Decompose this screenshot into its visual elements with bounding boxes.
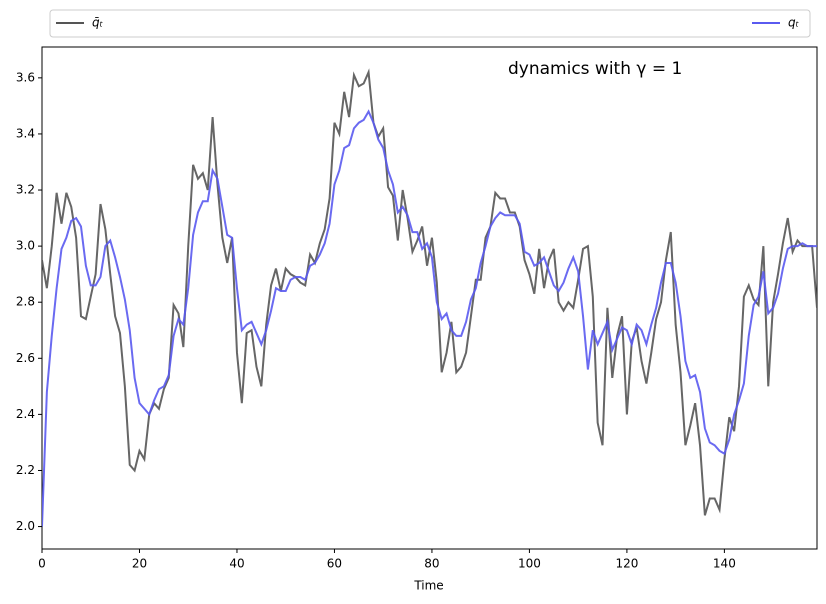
x-tick-label: 40: [229, 557, 244, 571]
x-tick-label: 0: [38, 557, 46, 571]
x-tick-label: 120: [615, 557, 638, 571]
x-tick-label: 60: [327, 557, 342, 571]
x-tick-label: 80: [424, 557, 439, 571]
series-line: [42, 68, 817, 516]
annotation: dynamics with γ = 1: [508, 59, 682, 79]
y-tick-label: 3.2: [16, 183, 35, 197]
x-tick-label: 140: [713, 557, 736, 571]
y-tick-label: 2.4: [16, 407, 35, 421]
y-tick-label: 3.4: [16, 126, 35, 140]
x-tick-label: 100: [518, 557, 541, 571]
legend-label: q̄ₜ: [92, 16, 104, 30]
y-tick-label: 2.0: [16, 519, 35, 533]
y-tick-label: 2.8: [16, 295, 35, 309]
x-tick-label: 20: [132, 557, 147, 571]
legend-label: qₜ: [788, 16, 800, 30]
y-tick-label: 2.2: [16, 463, 35, 477]
y-tick-label: 2.6: [16, 351, 35, 365]
x-axis-label: Time: [413, 579, 443, 593]
plot-frame: [41, 46, 818, 550]
y-tick-label: 3.6: [16, 70, 35, 84]
legend-box: [49, 9, 811, 38]
series-line: [42, 109, 817, 527]
y-tick-label: 3.0: [16, 239, 35, 253]
